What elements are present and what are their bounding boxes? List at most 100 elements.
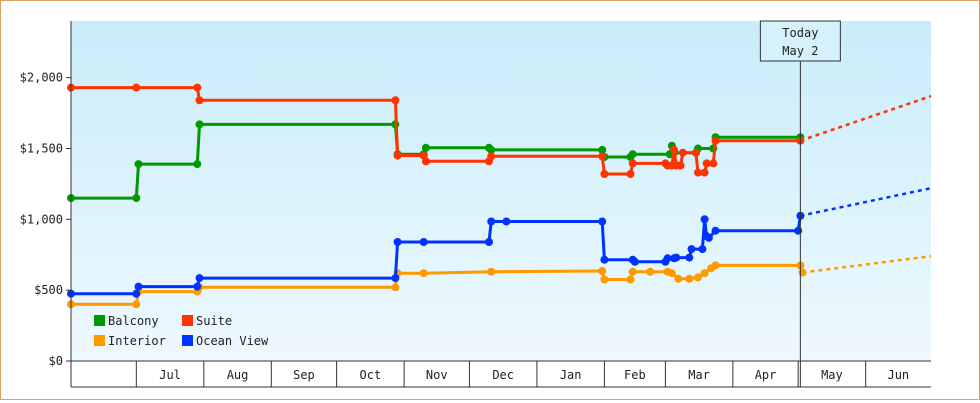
data-point xyxy=(685,274,694,283)
legend-label: Ocean View xyxy=(196,334,269,348)
data-point xyxy=(694,168,702,177)
data-point xyxy=(678,148,687,157)
legend: Balcony Suite Interior Ocean View xyxy=(94,314,269,348)
y-tick-label: $500 xyxy=(34,283,63,297)
month-label: Aug xyxy=(227,368,249,382)
forecast-line xyxy=(802,254,932,274)
data-point xyxy=(391,96,400,105)
data-point xyxy=(798,268,807,277)
forecast-line xyxy=(800,186,932,218)
data-point xyxy=(134,282,143,291)
legend-swatch xyxy=(182,315,193,326)
month-label: May xyxy=(821,368,843,382)
data-point xyxy=(598,217,607,226)
data-point xyxy=(421,143,430,152)
data-point xyxy=(628,159,637,168)
data-point xyxy=(598,267,607,275)
data-point xyxy=(600,275,609,284)
data-point xyxy=(393,238,402,246)
legend-label: Interior xyxy=(108,334,166,348)
month-label: Jan xyxy=(560,368,582,382)
data-point xyxy=(598,152,607,161)
data-point xyxy=(794,226,803,235)
legend-swatch xyxy=(94,315,105,326)
data-point xyxy=(193,282,202,291)
data-point xyxy=(487,217,496,226)
month-label: Mar xyxy=(688,368,710,382)
data-point xyxy=(700,215,709,224)
y-tick-label: $1,000 xyxy=(20,212,63,226)
data-point xyxy=(711,226,720,235)
data-point xyxy=(702,159,711,168)
data-point xyxy=(700,168,709,177)
series-layer xyxy=(67,83,932,309)
plot-background xyxy=(71,21,931,361)
data-point xyxy=(600,170,609,178)
forecast-line xyxy=(799,94,932,142)
data-point xyxy=(626,170,635,178)
today-marker: Today May 2 xyxy=(759,20,841,387)
legend-label: Balcony xyxy=(108,314,159,328)
data-point xyxy=(672,253,681,262)
data-point xyxy=(674,274,683,283)
data-point xyxy=(685,253,694,262)
month-label: Sep xyxy=(293,368,315,382)
data-point xyxy=(485,238,493,246)
data-point xyxy=(421,157,430,166)
data-point xyxy=(687,245,696,254)
data-point xyxy=(419,269,428,278)
month-label: Dec xyxy=(492,368,514,382)
data-point xyxy=(391,283,400,292)
legend-swatch xyxy=(94,335,105,346)
data-point xyxy=(704,233,713,242)
data-point xyxy=(694,273,702,282)
data-point xyxy=(628,267,637,276)
month-label: Feb xyxy=(624,368,646,382)
y-tick-label: $1,500 xyxy=(20,142,63,156)
data-point xyxy=(667,269,676,278)
today-box xyxy=(759,20,841,62)
month-label: Apr xyxy=(755,368,777,382)
legend-swatch xyxy=(182,335,193,346)
data-point xyxy=(487,152,496,161)
y-tick-label: $0 xyxy=(49,354,63,368)
month-label: Nov xyxy=(426,368,448,382)
data-point xyxy=(193,83,202,92)
data-point xyxy=(195,120,204,129)
axes: $0 $500 $1,000 $1,500 $2,000 Jul Aug Sep Oct Nov D… xyxy=(20,21,931,388)
data-point xyxy=(646,267,655,276)
data-point xyxy=(691,148,700,157)
data-point xyxy=(132,300,141,309)
data-point xyxy=(600,255,609,264)
data-point xyxy=(626,275,635,284)
data-point xyxy=(676,161,685,170)
data-point xyxy=(709,159,718,168)
data-point xyxy=(132,83,141,92)
today-label: Today xyxy=(782,26,818,40)
data-point xyxy=(711,136,720,145)
data-point xyxy=(630,257,639,266)
data-point xyxy=(700,269,709,278)
data-point xyxy=(487,145,496,154)
data-point xyxy=(598,145,607,154)
data-point xyxy=(670,145,679,154)
data-point xyxy=(195,96,204,105)
month-label: Jul xyxy=(159,368,181,382)
data-point xyxy=(698,245,707,254)
data-point xyxy=(132,289,141,298)
data-point xyxy=(391,274,400,283)
y-tick-label: $2,000 xyxy=(20,71,63,85)
data-point xyxy=(502,217,511,226)
data-point xyxy=(195,274,204,283)
today-date-label: May 2 xyxy=(782,44,818,58)
data-point xyxy=(663,254,672,263)
data-point xyxy=(193,160,202,169)
data-point xyxy=(487,267,496,276)
data-point xyxy=(132,194,141,203)
month-label: Oct xyxy=(360,368,382,382)
month-label: Jun xyxy=(887,368,909,382)
data-point xyxy=(628,150,637,159)
data-point xyxy=(134,160,143,169)
